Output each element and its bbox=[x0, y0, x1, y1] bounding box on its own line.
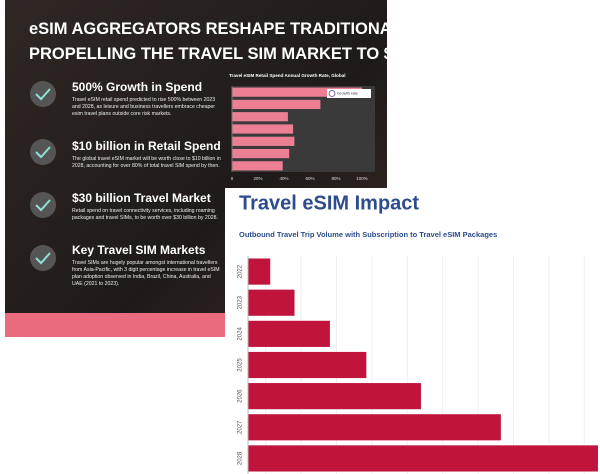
y-tick-label: 2026 bbox=[238, 389, 244, 403]
legend-marker bbox=[328, 90, 336, 97]
y-tick-label: 2023 bbox=[238, 295, 244, 309]
highlight-heading: 500% Growth in Spend bbox=[72, 80, 203, 94]
impact-chart: Travel eSIM Impact Outbound Travel Trip V… bbox=[225, 188, 600, 474]
chart-subtitle: Outbound Travel Trip Volume with Subscri… bbox=[239, 230, 497, 239]
bar bbox=[232, 161, 283, 171]
y-tick-label: 2024 bbox=[238, 327, 244, 341]
bar bbox=[232, 112, 288, 122]
highlight-text: Travel eSIM retail spend predicted to ri… bbox=[72, 97, 216, 117]
bar bbox=[232, 87, 362, 97]
check-icon bbox=[30, 192, 56, 218]
highlight-heading: $10 billion in Retail Spend bbox=[72, 139, 221, 153]
bar bbox=[248, 320, 330, 347]
bar bbox=[248, 445, 598, 472]
bar bbox=[232, 124, 294, 134]
bar bbox=[232, 99, 321, 110]
check-icon bbox=[30, 139, 56, 165]
highlight: Key Travel SIM Markets Travel SIMs are hu… bbox=[72, 243, 222, 288]
highlight: 500% Growth in Spend Travel eSIM retail s… bbox=[72, 80, 222, 118]
highlight-text: The global travel eSIM market will be wo… bbox=[72, 156, 221, 169]
legend-label: Growth rate bbox=[337, 91, 359, 96]
bar bbox=[232, 148, 290, 159]
y-tick-label: 2025 bbox=[225, 123, 226, 134]
y-tick-label: 2022 bbox=[225, 87, 226, 98]
legend-box bbox=[327, 89, 371, 98]
check-icon bbox=[30, 81, 56, 107]
x-tick-label: 100% bbox=[356, 176, 368, 181]
bar bbox=[248, 383, 421, 410]
chart-title: Travel eSIM Retail Spend Annual Growth R… bbox=[229, 73, 345, 78]
y-tick-label: 2022 bbox=[238, 264, 244, 278]
chart-title: Travel eSIM Impact bbox=[239, 192, 419, 214]
x-tick-label: 40% bbox=[279, 176, 288, 181]
title-line: PROPELLING THE TRAVEL SIM MARKET TO $10B… bbox=[29, 45, 492, 63]
highlight-text: Travel SIMs are hugely popular amongst i… bbox=[72, 260, 220, 287]
highlight-heading: $30 billion Travel Market bbox=[72, 191, 211, 205]
highlight-heading: Key Travel SIM Markets bbox=[72, 243, 206, 257]
x-tick-label: 20% bbox=[253, 176, 262, 181]
growth-chart: Travel eSIM Retail Spend Annual Growth R… bbox=[225, 73, 375, 181]
x-tick-label: 80% bbox=[331, 176, 340, 181]
y-tick-label: 2026 bbox=[225, 136, 226, 147]
bar bbox=[232, 136, 295, 146]
highlight: $30 billion Travel Market Retail spend on… bbox=[72, 191, 222, 222]
check-icon bbox=[30, 245, 56, 271]
highlight-text: Retail spend on travel connectivity serv… bbox=[72, 208, 218, 221]
y-tick-label: 2025 bbox=[238, 358, 244, 372]
x-tick-label: 0 bbox=[231, 176, 234, 181]
y-tick-label: 2028 bbox=[225, 160, 226, 171]
y-tick-label: 2023 bbox=[225, 99, 226, 110]
title-line: eSIM AGGREGATORS RESHAPE TRADITIONAL ROA… bbox=[29, 20, 491, 38]
y-tick-label: 2024 bbox=[225, 111, 226, 122]
bar bbox=[248, 414, 501, 441]
bar bbox=[248, 258, 271, 285]
y-tick-label: 2027 bbox=[225, 148, 226, 159]
y-tick-label: 2028 bbox=[238, 451, 244, 465]
y-tick-label: 2027 bbox=[238, 420, 244, 434]
bar bbox=[248, 289, 295, 316]
bar bbox=[248, 351, 367, 379]
x-tick-label: 60% bbox=[305, 176, 314, 181]
highlight: $10 billion in Retail Spend The global tr… bbox=[72, 139, 222, 170]
